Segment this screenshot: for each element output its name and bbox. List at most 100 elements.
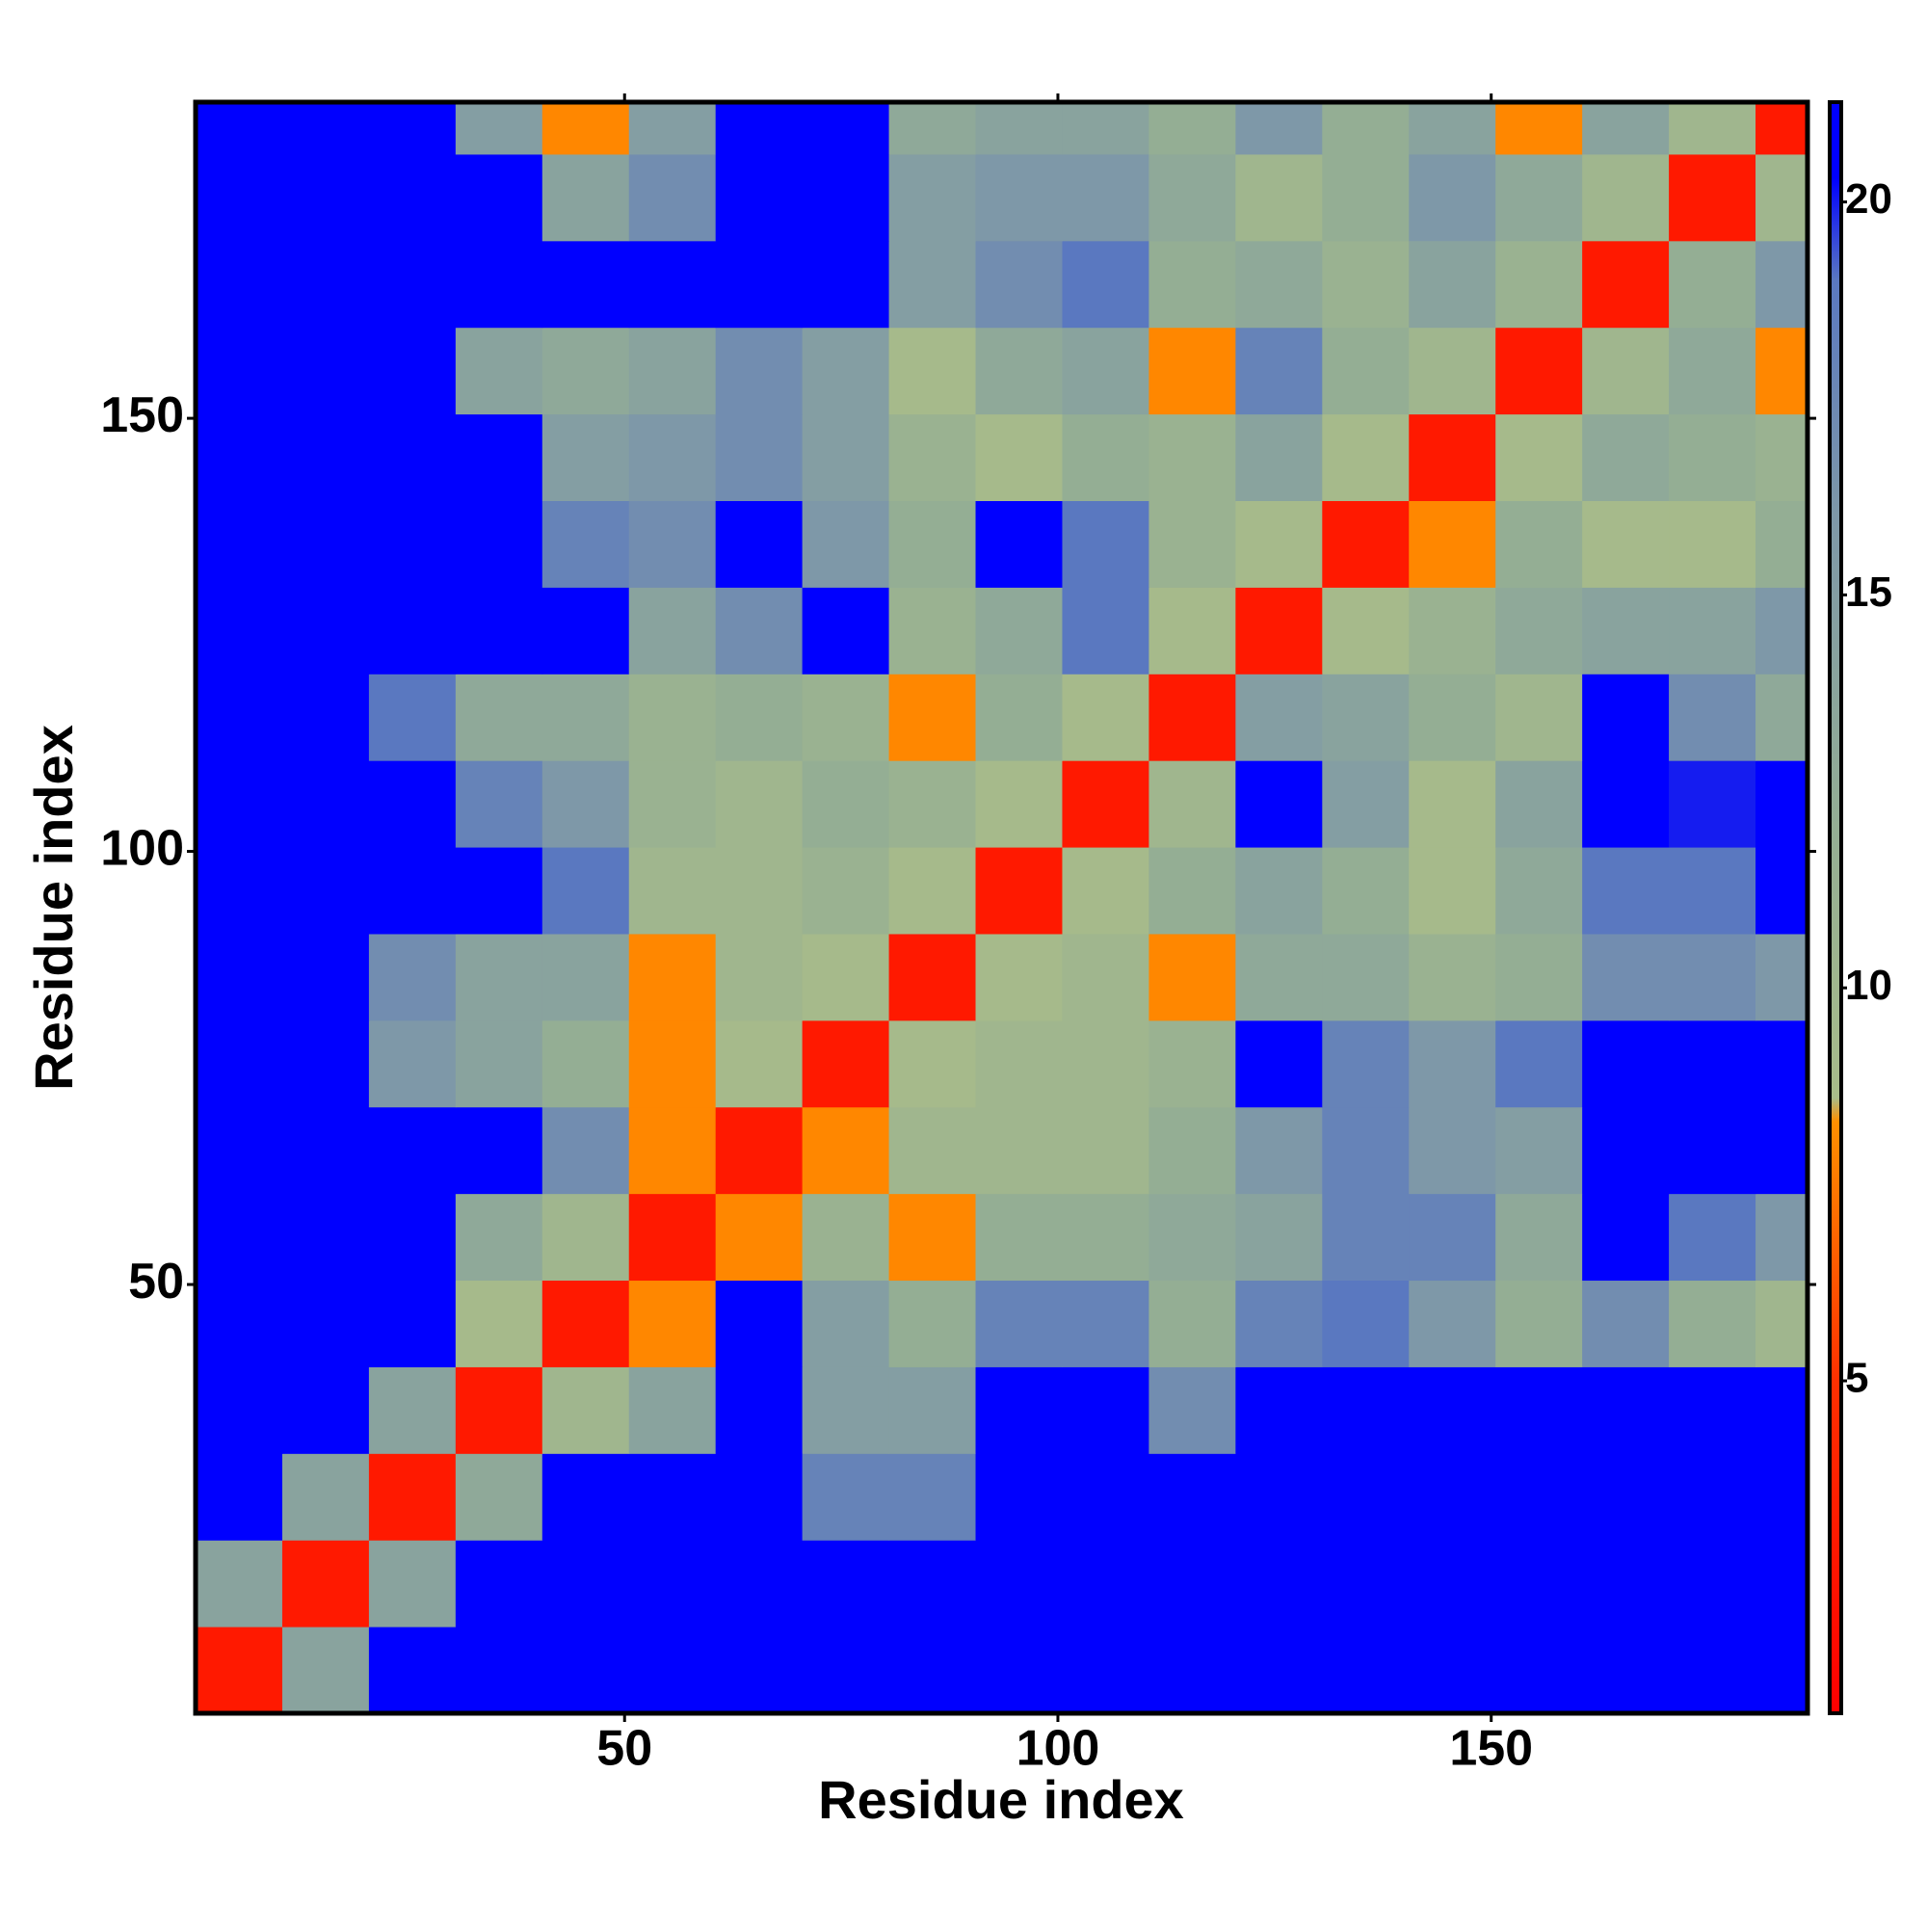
heatmap-cell	[1495, 847, 1583, 935]
heatmap-cell	[1582, 587, 1670, 675]
heatmap-cell	[1669, 1540, 1756, 1628]
heatmap-cell	[715, 1280, 804, 1367]
x-tick-label: 100	[1016, 1721, 1100, 1777]
heatmap-cell	[1148, 1280, 1236, 1367]
heatmap-cell	[628, 1453, 717, 1541]
heatmap-cell	[1755, 102, 1808, 155]
heatmap-cell	[715, 153, 804, 242]
heatmap-cell	[975, 1627, 1063, 1714]
heatmap-cell	[1582, 1453, 1670, 1541]
heatmap-cell	[1322, 1019, 1410, 1108]
heatmap-cell	[1148, 1540, 1236, 1628]
heatmap-cell	[455, 327, 543, 415]
heatmap-cell	[1495, 153, 1583, 242]
heatmap-cell	[888, 1540, 977, 1628]
heatmap-cell	[541, 153, 630, 242]
heatmap-cell	[888, 500, 977, 588]
heatmap-cell	[1582, 102, 1670, 155]
heatmap-cell	[975, 240, 1063, 329]
heatmap-cell	[628, 1627, 717, 1714]
heatmap-cell	[715, 1627, 804, 1714]
plot-frame	[193, 99, 1810, 1716]
heatmap-cell	[1409, 102, 1496, 155]
heatmap-cell	[196, 1280, 283, 1367]
heatmap-cell	[368, 933, 457, 1021]
heatmap-cell	[1148, 153, 1236, 242]
heatmap-cell	[715, 847, 804, 935]
heatmap-cell	[1582, 413, 1670, 502]
heatmap-cell	[281, 240, 370, 329]
heatmap-cell	[455, 674, 543, 761]
heatmap-cell	[1582, 500, 1670, 588]
heatmap-cell	[196, 1106, 283, 1195]
heatmap-cell	[455, 1453, 543, 1541]
heatmap-cell	[1235, 674, 1323, 761]
heatmap-cell	[541, 847, 630, 935]
heatmap-cell	[1582, 1366, 1670, 1454]
heatmap-cell	[1669, 1366, 1756, 1454]
heatmap-cell	[281, 153, 370, 242]
heatmap-cell	[715, 933, 804, 1021]
heatmap-cell	[1062, 847, 1149, 935]
heatmap-cell	[1495, 1106, 1583, 1195]
heatmap-cell	[1669, 240, 1756, 329]
y-tick-label: 150	[100, 387, 184, 443]
heatmap-cell	[1582, 1193, 1670, 1282]
heatmap-cell	[1669, 413, 1756, 502]
heatmap-cell	[888, 587, 977, 675]
heatmap-cell	[802, 1106, 890, 1195]
heatmap-cell	[1495, 1280, 1583, 1367]
heatmap-cell	[1755, 1193, 1808, 1282]
heatmap-cell	[628, 933, 717, 1021]
heatmap-cell	[715, 327, 804, 415]
heatmap-cell	[1148, 1019, 1236, 1108]
heatmap-cell	[281, 1627, 370, 1714]
heatmap-cell	[1582, 1627, 1670, 1714]
heatmap-cell	[1235, 240, 1323, 329]
heatmap-cell	[1755, 1280, 1808, 1367]
heatmap-cell	[196, 1540, 283, 1628]
heatmap-cell	[1322, 587, 1410, 675]
heatmap-cell	[888, 760, 977, 848]
heatmap-cell	[1062, 1106, 1149, 1195]
heatmap-cell	[1322, 1280, 1410, 1367]
heatmap-cell	[802, 1366, 890, 1454]
heatmap-cell	[628, 674, 717, 761]
heatmap-cell	[368, 413, 457, 502]
heatmap-cell	[1755, 413, 1808, 502]
heatmap-cell	[715, 1106, 804, 1195]
heatmap-cell	[368, 587, 457, 675]
heatmap-cell	[196, 102, 283, 155]
heatmap-cell	[455, 500, 543, 588]
heatmap-cell	[1582, 933, 1670, 1021]
heatmap-cell	[455, 933, 543, 1021]
heatmap-cell	[281, 1453, 370, 1541]
heatmap-cell	[541, 1019, 630, 1108]
heatmap-cell	[455, 847, 543, 935]
heatmap-cell	[1235, 327, 1323, 415]
heatmap-cell	[802, 500, 890, 588]
heatmap-cell	[1235, 1627, 1323, 1714]
heatmap-cell	[1495, 1627, 1583, 1714]
heatmap-cell	[802, 1019, 890, 1108]
heatmap-cell	[1062, 587, 1149, 675]
heatmap-cell	[1148, 1193, 1236, 1282]
heatmap-cell	[368, 1366, 457, 1454]
heatmap-cell	[1409, 1019, 1496, 1108]
colorbar-tick-label: 20	[1845, 175, 1892, 223]
heatmap-cell	[281, 500, 370, 588]
heatmap-cell	[1669, 102, 1756, 155]
heatmap-cell	[1062, 327, 1149, 415]
heatmap-cell	[1669, 1019, 1756, 1108]
heatmap-cell	[715, 500, 804, 588]
heatmap-cell	[715, 1019, 804, 1108]
heatmap-cell	[888, 674, 977, 761]
heatmap-cell	[628, 1106, 717, 1195]
heatmap-cell	[888, 1280, 977, 1367]
y-axis-title: Residue index	[23, 725, 84, 1091]
heatmap-cell	[541, 1453, 630, 1541]
heatmap-cell	[541, 1627, 630, 1714]
heatmap-cell	[628, 240, 717, 329]
